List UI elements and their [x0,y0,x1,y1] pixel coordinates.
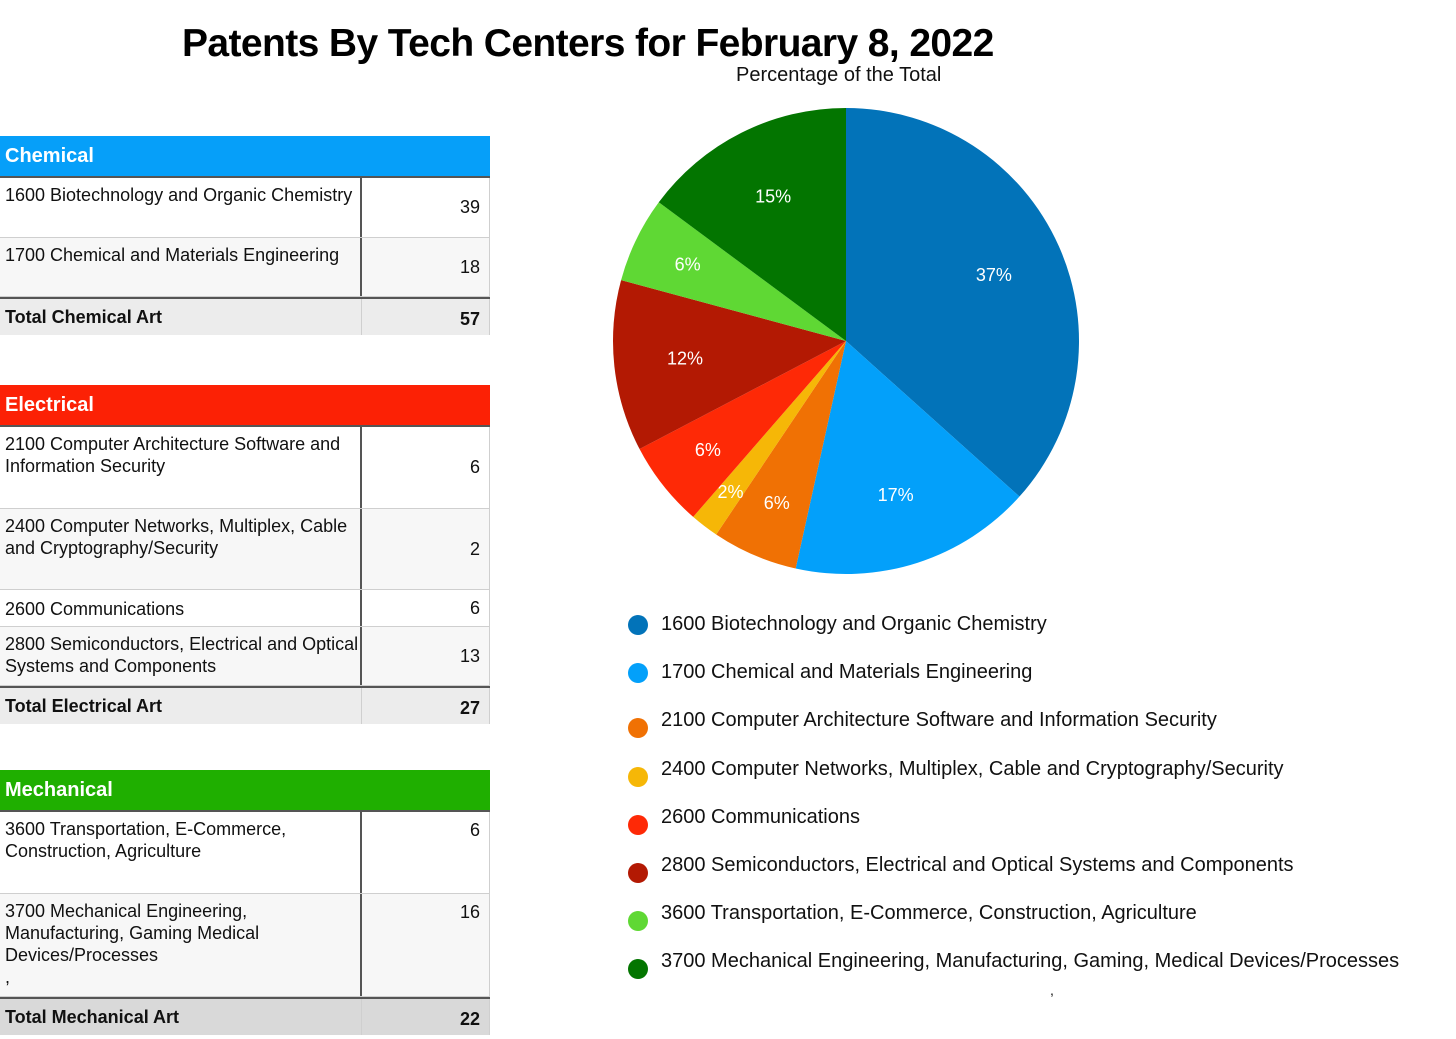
table-row: 1700 Chemical and Materials Engineering … [0,238,490,297]
legend-swatch [628,911,648,932]
legend-swatch [628,814,648,835]
chemical-table: Chemical 1600 Biotechnology and Organic … [0,136,490,335]
legend-label: 1700 Chemical and Materials Engineering [661,661,1033,684]
table-row: 3700 Mechanical Engineering, Manufacturi… [0,894,490,997]
tech-center-name: 1600 Biotechnology and Organic Chemistry [0,178,362,237]
pie-slice-6 [621,202,846,341]
legend-swatch [628,959,648,980]
table-row: 2600 Communications 6 [0,590,490,627]
total-value: 22 [362,999,490,1035]
pie-slice-1 [795,341,1020,574]
pie-slice-3 [693,341,846,535]
pie-label-1: 17% [878,485,914,505]
electrical-header: Electrical [0,385,490,427]
total-label: Total Electrical Art [0,688,362,724]
pie-label-7: 15% [755,186,791,206]
legend-swatch [628,663,648,684]
pie-chart: 37% 17% 6% 2% 6% 12% 6% 15% [613,108,1079,574]
trailing-mark: , [5,967,11,987]
total-row: Total Mechanical Art 22 [0,997,490,1035]
table-row: 2100 Computer Architecture Software and … [0,427,490,509]
legend-swatch [628,863,648,883]
total-value: 27 [362,688,490,724]
patent-count: 2 [362,509,490,589]
patent-count: 13 [362,627,490,685]
patent-count: 6 [362,427,490,508]
mechanical-header: Mechanical [0,770,490,812]
patent-count: 18 [362,238,490,296]
pie-slice-5 [613,280,846,450]
legend-swatch [628,718,648,739]
table-row: 1600 Biotechnology and Organic Chemistry… [0,178,490,238]
tech-center-name-text: 3700 Mechanical Engineering, Manufacturi… [5,901,260,965]
patent-count: 6 [362,590,490,626]
legend-label: 3600 Transportation, E-Commerce, Constru… [661,902,1197,925]
pie-slice-4 [639,341,846,517]
pie-label-6: 6% [675,254,701,274]
legend-label: 2800 Semiconductors, Electrical and Opti… [661,854,1294,876]
table-row: 2400 Computer Networks, Multiplex, Cable… [0,509,490,590]
legend-label: 2400 Computer Networks, Multiplex, Cable… [661,757,1284,780]
mechanical-table: Mechanical 3600 Transportation, E-Commer… [0,770,490,1035]
tech-center-name: 3600 Transportation, E-Commerce, Constru… [0,812,362,893]
pie-slice-7 [658,108,846,341]
tech-center-name: 3700 Mechanical Engineering, Manufacturi… [0,894,362,996]
total-label: Total Chemical Art [0,299,362,335]
stray-mark: , [1050,982,1054,998]
table-row: 3600 Transportation, E-Commerce, Constru… [0,812,490,894]
chemical-header: Chemical [0,136,490,178]
page-title: Patents By Tech Centers for February 8, … [182,22,994,65]
pie-label-0: 37% [976,265,1012,285]
pie-label-2: 6% [764,493,790,513]
tech-center-name: 2600 Communications [0,590,362,626]
total-value: 57 [362,299,490,335]
pie-slice-0 [846,108,1079,497]
patent-count: 6 [362,812,490,893]
pie-label-3: 2% [718,482,744,502]
pie-label-4: 6% [695,440,721,460]
chart-title: Percentage of the Total [736,64,942,86]
patent-count: 16 [362,894,490,996]
pie-slice-2 [716,341,846,569]
patent-count: 39 [362,178,490,237]
table-row: 2800 Semiconductors, Electrical and Opti… [0,627,490,686]
total-label: Total Mechanical Art [0,999,362,1035]
tech-center-name: 2100 Computer Architecture Software and … [0,427,362,508]
tech-center-name: 2400 Computer Networks, Multiplex, Cable… [0,509,362,589]
total-row: Total Chemical Art 57 [0,297,490,335]
total-row: Total Electrical Art 27 [0,686,490,724]
tech-center-name: 1700 Chemical and Materials Engineering [0,238,362,296]
legend-swatch [628,615,648,635]
legend-label: 2100 Computer Architecture Software and … [661,709,1217,732]
legend-label: 2600 Communications [661,805,860,828]
legend-label: 3700 Mechanical Engineering, Manufacturi… [661,950,1400,973]
legend-label: 1600 Biotechnology and Organic Chemistry [661,613,1047,635]
pie-label-5: 12% [667,349,703,369]
legend-swatch [628,766,648,787]
tech-center-name: 2800 Semiconductors, Electrical and Opti… [0,627,362,685]
electrical-table: Electrical 2100 Computer Architecture So… [0,385,490,724]
